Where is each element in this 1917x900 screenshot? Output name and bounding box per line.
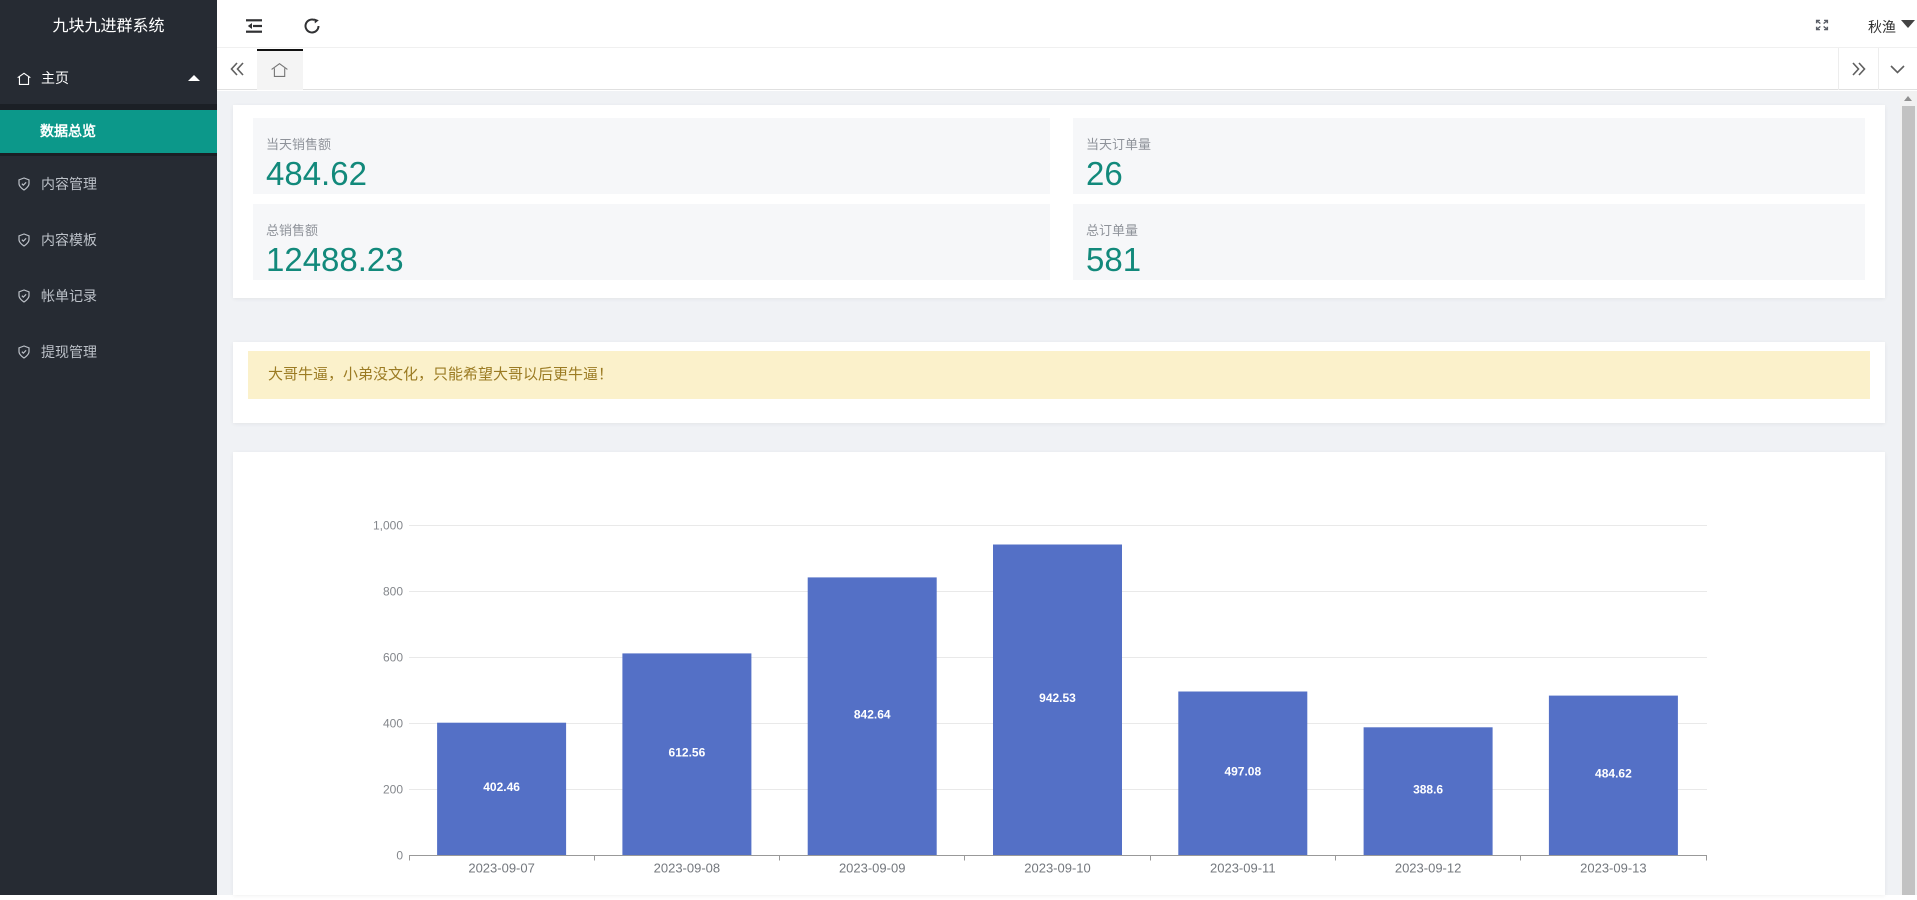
svg-text:942.53: 942.53 [1039, 691, 1076, 705]
svg-text:2023-09-09: 2023-09-09 [839, 861, 906, 876]
svg-text:2023-09-11: 2023-09-11 [1210, 861, 1276, 876]
svg-text:2023-09-13: 2023-09-13 [1580, 861, 1647, 876]
svg-text:2023-09-08: 2023-09-08 [654, 861, 721, 876]
svg-text:2023-09-12: 2023-09-12 [1395, 861, 1462, 876]
svg-text:497.08: 497.08 [1224, 765, 1261, 779]
svg-text:388.6: 388.6 [1413, 782, 1443, 796]
svg-text:1,000: 1,000 [373, 519, 403, 533]
svg-text:612.56: 612.56 [669, 745, 706, 759]
svg-text:200: 200 [383, 783, 403, 797]
svg-text:2023-09-10: 2023-09-10 [1024, 861, 1091, 876]
svg-text:0: 0 [396, 849, 403, 863]
svg-text:402.46: 402.46 [483, 780, 520, 794]
svg-text:842.64: 842.64 [854, 707, 891, 721]
svg-text:600: 600 [383, 651, 403, 665]
svg-text:400: 400 [383, 717, 403, 731]
svg-text:484.62: 484.62 [1595, 767, 1632, 781]
svg-text:800: 800 [383, 585, 403, 599]
svg-text:2023-09-07: 2023-09-07 [468, 861, 534, 876]
